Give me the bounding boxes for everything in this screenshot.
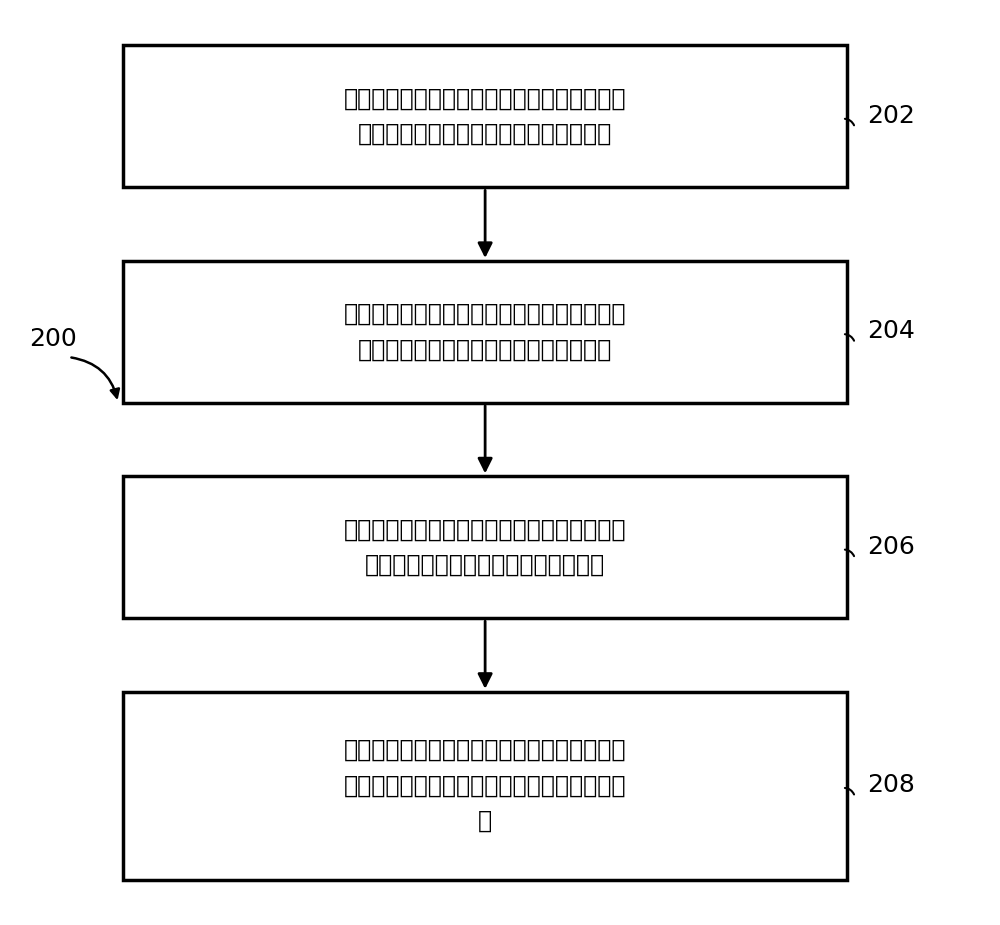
Text: 通过处理单元处理接收到的肯定信号或否定信
号并且描述与检测到的隐藏武器相关的多个参
数: 通过处理单元处理接收到的肯定信号或否定信 号并且描述与检测到的隐藏武器相关的多个…: [344, 738, 626, 833]
FancyBboxPatch shape: [123, 476, 847, 618]
Text: 200: 200: [29, 327, 77, 351]
Text: 通过雷达筛选装置扫描个人以检测隐藏武器并
产生与检测到的隐藏武器相关的图像信号: 通过雷达筛选装置扫描个人以检测隐藏武器并 产生与检测到的隐藏武器相关的图像信号: [344, 87, 626, 146]
Text: 206: 206: [867, 535, 915, 559]
FancyBboxPatch shape: [123, 692, 847, 880]
Text: 通过通信模块将所产生的肯定信号或否定信号
经由通信网络传送给计算单元以便分析: 通过通信模块将所产生的肯定信号或否定信号 经由通信网络传送给计算单元以便分析: [344, 518, 626, 577]
FancyBboxPatch shape: [123, 45, 847, 188]
Text: 通过图像处理器接收图像信号并处理图像信号
以产生肯定信号和否定信号中的至少一个: 通过图像处理器接收图像信号并处理图像信号 以产生肯定信号和否定信号中的至少一个: [344, 302, 626, 362]
FancyArrowPatch shape: [845, 788, 854, 795]
FancyArrowPatch shape: [71, 357, 119, 398]
Text: 208: 208: [867, 773, 915, 797]
Text: 202: 202: [867, 104, 915, 128]
FancyArrowPatch shape: [845, 118, 854, 125]
FancyArrowPatch shape: [845, 549, 854, 556]
FancyBboxPatch shape: [123, 261, 847, 403]
FancyArrowPatch shape: [845, 334, 854, 340]
Text: 204: 204: [867, 319, 915, 343]
